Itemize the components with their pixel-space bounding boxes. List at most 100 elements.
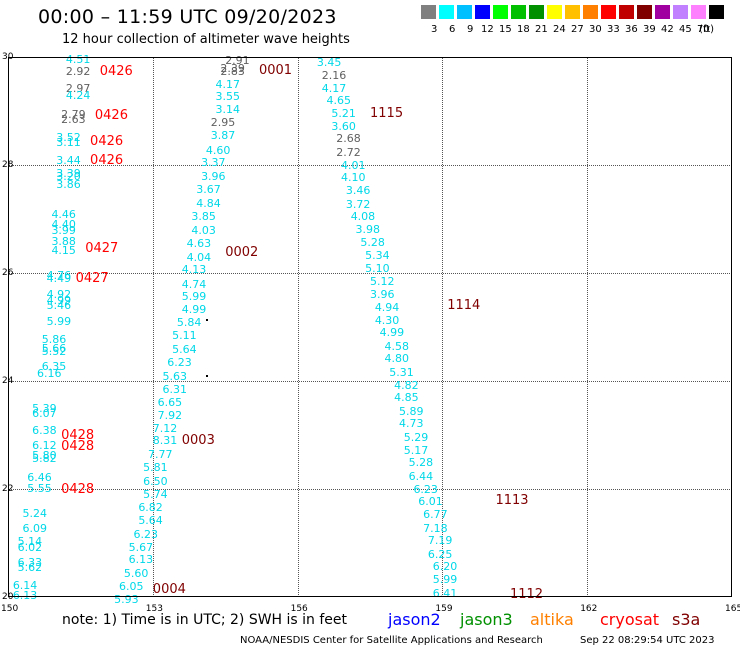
wave-height-label: 4.85 [394,391,419,405]
wave-height-label: 5.28 [408,456,434,469]
wave-height-label: 4.08 [350,210,376,224]
wave-height-label: 3.99 [51,223,76,237]
wave-height-label: 4.99 [46,294,72,307]
wave-height-label: 4.10 [341,171,366,185]
legend-label: 6 [449,24,456,35]
wave-height-label: 5.99 [181,290,207,304]
wave-height-label: 5.84 [176,315,202,329]
wave-height-label: 5.55 [27,481,52,495]
wave-height-label: 6.25 [427,547,453,561]
legend-swatch [673,5,688,19]
wave-height-label: 5.52 [41,345,67,359]
longitude-tick-label: 150 [1,604,19,614]
wave-height-label: 4.03 [191,223,216,237]
longitude-gridline [152,57,154,597]
legend-label: 12 [481,24,494,35]
latitude-gridline [8,381,732,382]
wave-height-label: 4.73 [398,417,424,431]
satellite-name: s3a [672,610,701,629]
wave-height-label: 4.58 [384,339,409,353]
wave-height-label: 3.96 [201,169,226,183]
wave-height-label: 5.12 [370,275,395,289]
wave-height-label: 6.05 [119,580,144,594]
legend-swatch [475,5,490,19]
wave-height-label: 7.19 [427,534,453,548]
wave-height-label: 5.99 [432,573,458,587]
wave-height-label: 4.15 [51,243,76,257]
wave-height-label: 5.64 [138,513,163,527]
wave-height-label: 4.17 [215,78,241,91]
wave-height-label: 2.92 [65,64,91,78]
wave-height-label: 6.13 [12,589,38,603]
longitude-gridline [297,57,299,597]
legend-label: 33 [607,24,620,35]
wave-height-label: 6.35 [41,360,67,374]
wave-height-label: 6.77 [423,508,448,522]
wave-height-label: 3.85 [191,210,216,224]
latitude-gridline [8,165,732,166]
pass-time-label: 1113 [495,492,529,508]
wave-height-label: 3.14 [215,103,241,117]
legend-swatch [511,5,526,19]
longitude-tick-label: 162 [580,604,598,614]
wave-height-label: 5.66 [41,341,67,355]
wave-height-label: 6.20 [432,560,458,574]
wave-height-label: 2.16 [321,68,347,82]
legend-swatch [655,5,670,19]
wave-height-label: 3.37 [201,156,226,170]
wave-height-label: 2.83 [220,64,245,78]
wave-height-label: 5.64 [172,342,197,356]
wave-height-label: 3.67 [196,183,221,197]
wave-height-label: 6.16 [36,366,62,380]
legend-label: 21 [535,24,548,35]
wave-height-label: 4.82 [394,378,419,392]
wave-height-label: 5.82 [32,452,57,466]
latitude-tick-label: 26 [2,268,14,278]
legend-swatch [619,5,634,19]
pass-time-label: 0426 [90,152,124,168]
legend-swatch [583,5,598,19]
wave-height-label: 6.14 [12,579,38,593]
wave-height-label: 4.30 [374,313,400,327]
pass-time-label: 0427 [85,240,119,256]
wave-height-label: 5.31 [389,365,414,379]
legend-label: 30 [589,24,602,35]
wave-height-label: 7.92 [157,409,183,423]
legend-swatch [691,5,706,19]
wave-height-label: 6.01 [418,495,443,509]
pass-time-label: 0428 [61,428,95,443]
wave-height-label: 5.29 [403,430,429,444]
wave-height-label: 3.98 [355,222,381,236]
wave-height-label: 6.02 [17,540,43,554]
pass-time-label: 0001 [258,62,293,78]
wave-height-label: 4.65 [326,94,352,108]
track-marker [205,318,208,321]
wave-height-label: 5.10 [365,261,390,275]
track-marker [205,374,208,377]
legend-label: (ft) [699,24,715,35]
wave-height-label: 3.96 [370,287,395,301]
wave-height-label: 4.04 [186,250,212,264]
wave-height-label: 5.86 [41,333,67,347]
longitude-gridline [587,57,589,597]
units-note: note: 1) Time is in UTC; 2) SWH is in fe… [62,612,348,628]
legend-swatch [547,5,562,19]
wave-height-label: 2.68 [336,132,361,145]
wave-height-label: 5.14 [17,535,43,549]
wave-height-label: 3.87 [210,129,236,143]
wave-height-label: 3.86 [56,177,81,191]
wave-height-label: 6.82 [138,501,163,515]
wave-height-label: 7.77 [147,447,173,461]
footer-credit: NOAA/NESDIS Center for Satellite Applica… [240,635,543,646]
wave-height-label: 4.24 [65,88,91,102]
wave-height-label: 4.51 [65,52,91,66]
wave-height-label: 6.50 [143,474,168,488]
wave-height-label: 6.46 [27,471,52,485]
pass-time-label: 0426 [99,64,133,80]
wave-height-label: 6.23 [167,356,192,370]
satellite-name: jason3 [460,610,513,629]
footer-timestamp: Sep 22 08:29:54 UTC 2023 [580,635,715,646]
wave-height-label: 6.12 [32,438,57,452]
satellite-name: cryosat [600,610,660,629]
